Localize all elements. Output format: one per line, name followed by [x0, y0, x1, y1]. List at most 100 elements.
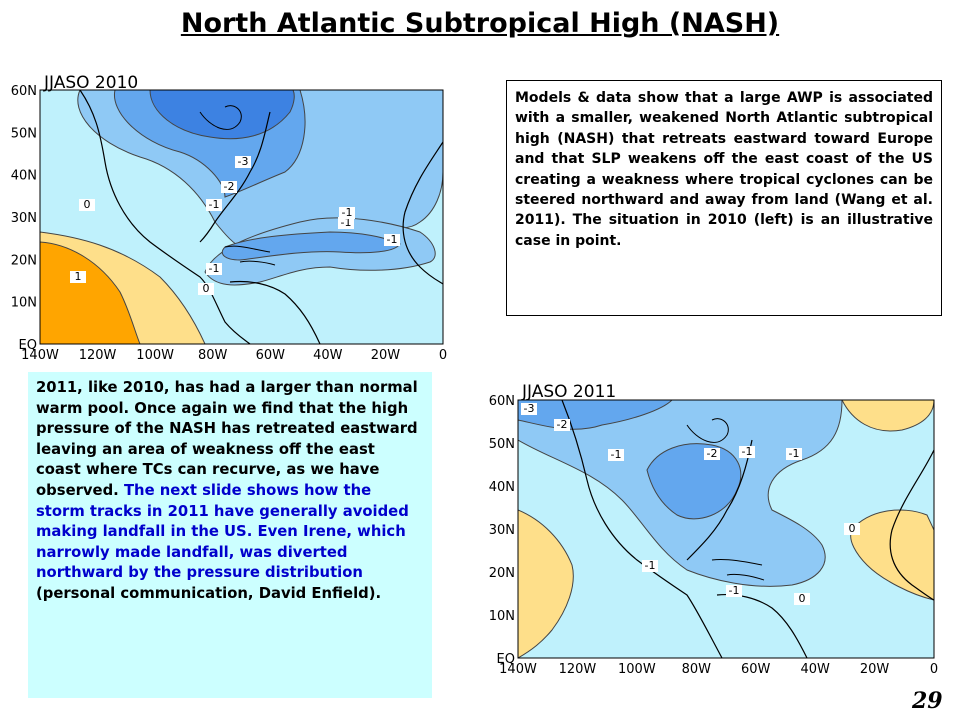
contour-label-bg — [704, 448, 720, 460]
map-label: JJASO 2011 — [521, 382, 616, 402]
lat-label: 20N — [489, 566, 515, 581]
commentary-text-box: 2011, like 2010, has had a larger than n… — [28, 372, 432, 698]
coastline-europe-africa — [889, 449, 934, 601]
lon-label: 40W — [313, 348, 343, 362]
contour-label: -3 — [238, 155, 249, 168]
lon-label: 120W — [559, 662, 597, 676]
contour-pos-1 — [518, 509, 574, 658]
contour-label-bg — [221, 181, 237, 193]
contour-label: -1 — [729, 584, 740, 597]
coastline-south-america — [229, 280, 321, 344]
lon-label: 100W — [618, 662, 656, 676]
lon-label: 120W — [79, 348, 117, 362]
contour-label: -1 — [341, 216, 352, 229]
contour-label: 0 — [849, 522, 856, 535]
lat-labels: 60N 50N 40N 30N 20N 10N EQ — [489, 394, 515, 667]
contour-label-bg — [70, 271, 86, 283]
lon-label: 20W — [860, 662, 890, 676]
commentary-text-part2: The next slide shows how the storm track… — [36, 481, 409, 582]
lon-label: 60W — [256, 348, 286, 362]
contour-label-bg — [786, 448, 802, 460]
contour-label-bg — [198, 283, 214, 295]
lat-labels: 60N 50N 40N 30N 20N 10N EQ — [11, 84, 37, 353]
lat-label: 20N — [11, 253, 37, 268]
lat-label: EQ — [497, 652, 515, 667]
contour-label: -1 — [387, 233, 398, 246]
contour-label-bg — [338, 217, 354, 229]
lon-label: 80W — [682, 662, 712, 676]
coastline-east-us — [199, 111, 271, 243]
coastline-hudson — [199, 105, 242, 130]
lat-label: 50N — [489, 437, 515, 452]
lat-label: 60N — [489, 394, 515, 409]
lon-label: 60W — [741, 662, 771, 676]
contour-label: -1 — [742, 445, 753, 458]
contour-label: -1 — [209, 198, 220, 211]
lon-label: 100W — [136, 348, 174, 362]
contour-label: 1 — [75, 270, 82, 283]
page-number: 29 — [912, 688, 943, 714]
contour-pos-2 — [841, 400, 934, 432]
lat-label: 50N — [11, 126, 37, 141]
contour-label-bg — [739, 446, 755, 458]
lon-label: 140W — [499, 662, 537, 676]
contour-pos-3 — [850, 509, 934, 601]
contour-label: -1 — [789, 447, 800, 460]
contour-neg-3 — [149, 90, 295, 140]
contour-label-bg — [794, 593, 810, 605]
lon-label: 40W — [800, 662, 830, 676]
map-2010: 60N 50N 40N 30N 20N 10N EQ 140W 120W 100W 80W 60W 4… — [0, 72, 452, 362]
contour-label: 0 — [84, 198, 91, 211]
lon-label: 20W — [371, 348, 401, 362]
contour-label-bg — [844, 523, 860, 535]
contour-value-labels: -3 -2 -1 -2 -1 0 -1 -1 -1 0 — [521, 402, 860, 605]
coastline-europe-africa — [402, 141, 443, 285]
description-text-box: Models & data show that a large AWP is a… — [506, 80, 942, 316]
lat-label: 60N — [11, 84, 37, 99]
map-2011: 60N 50N 40N 30N 20N 10N EQ 140W 120W 100W 80W 60W 4… — [472, 380, 948, 676]
contour-label: -1 — [209, 262, 220, 275]
lon-label: 0 — [930, 662, 938, 676]
contour-label: -1 — [342, 206, 353, 219]
contour-label: -3 — [524, 402, 535, 415]
lat-label: 10N — [11, 296, 37, 311]
description-text: Models & data show that a large AWP is a… — [515, 90, 933, 249]
contour-label: -1 — [645, 559, 656, 572]
contour-label-bg — [339, 207, 355, 219]
coastline-hudson — [686, 418, 729, 443]
map-label: JJASO 2010 — [43, 73, 138, 93]
lon-label: 80W — [198, 348, 228, 362]
contour-label: -1 — [611, 448, 622, 461]
contour-label-bg — [608, 449, 624, 461]
commentary-text-part3: (personal communication, David Enfield). — [36, 584, 382, 602]
lat-label: 10N — [489, 609, 515, 624]
lat-label: 30N — [489, 523, 515, 538]
coastline-east-us — [686, 439, 753, 561]
lon-labels: 140W 120W 100W 80W 60W 40W 20W 0 — [499, 662, 938, 676]
contour-label-bg — [642, 560, 658, 572]
coastline-caribbean — [711, 559, 765, 581]
contour-value-labels: -3-2-10-1-1-110-1 — [70, 155, 400, 295]
contour-label: -2 — [224, 180, 235, 193]
contour-label-bg — [206, 263, 222, 275]
contour-label-bg — [726, 585, 742, 597]
contour-label: 0 — [799, 592, 806, 605]
lon-label: 0 — [439, 348, 447, 362]
contour-label: -2 — [557, 418, 568, 431]
coastline-caribbean — [224, 245, 276, 266]
contour-label-bg — [554, 419, 570, 431]
contour-label-bg — [521, 403, 537, 415]
lon-labels: 140W 120W 100W 80W 60W 40W 20W 0 — [21, 348, 447, 362]
coastline-americas — [79, 90, 251, 344]
contour-label-bg — [79, 199, 95, 211]
lat-label: 30N — [11, 211, 37, 226]
lat-label: 40N — [11, 169, 37, 184]
contour-label-bg — [206, 199, 222, 211]
contour-neg-5 — [221, 231, 401, 261]
contour-label-bg — [235, 156, 251, 168]
lon-label: 140W — [21, 348, 59, 362]
coastline-americas — [561, 400, 723, 658]
commentary-text-part1: 2011, like 2010, has had a larger than n… — [36, 379, 418, 499]
contour-label: -2 — [707, 447, 718, 460]
contour-label-bg — [384, 234, 400, 246]
